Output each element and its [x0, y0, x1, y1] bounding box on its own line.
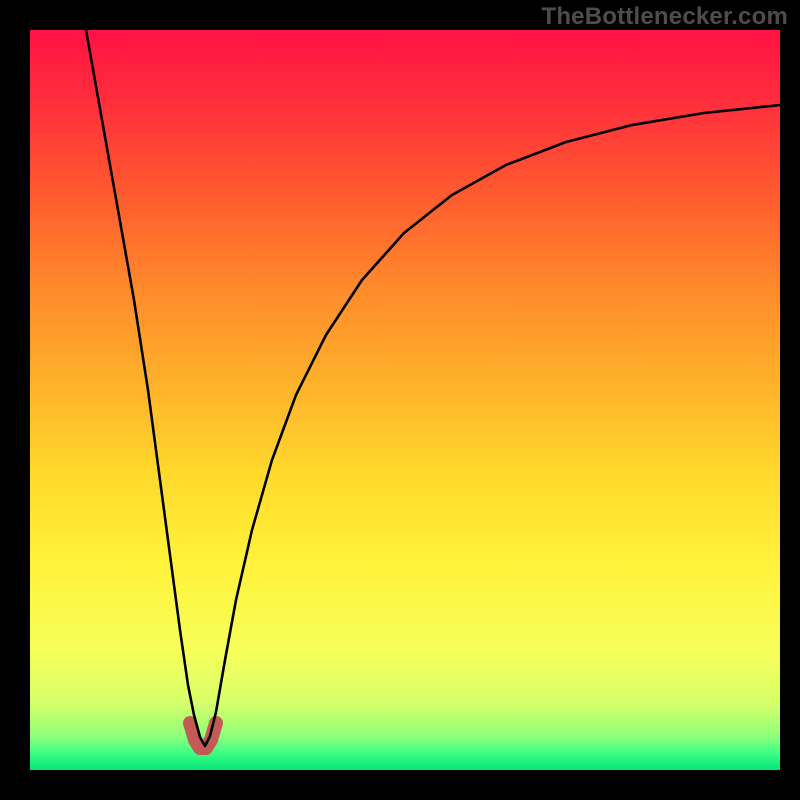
bottleneck-curve [86, 30, 780, 746]
bottleneck-chart-svg [30, 30, 780, 770]
frame-right [780, 0, 800, 800]
frame-left [0, 0, 30, 800]
chart-stage: TheBottlenecker.com [0, 0, 800, 800]
plot-area [30, 30, 780, 770]
frame-bottom [0, 770, 800, 800]
watermark-label: TheBottlenecker.com [541, 3, 788, 31]
